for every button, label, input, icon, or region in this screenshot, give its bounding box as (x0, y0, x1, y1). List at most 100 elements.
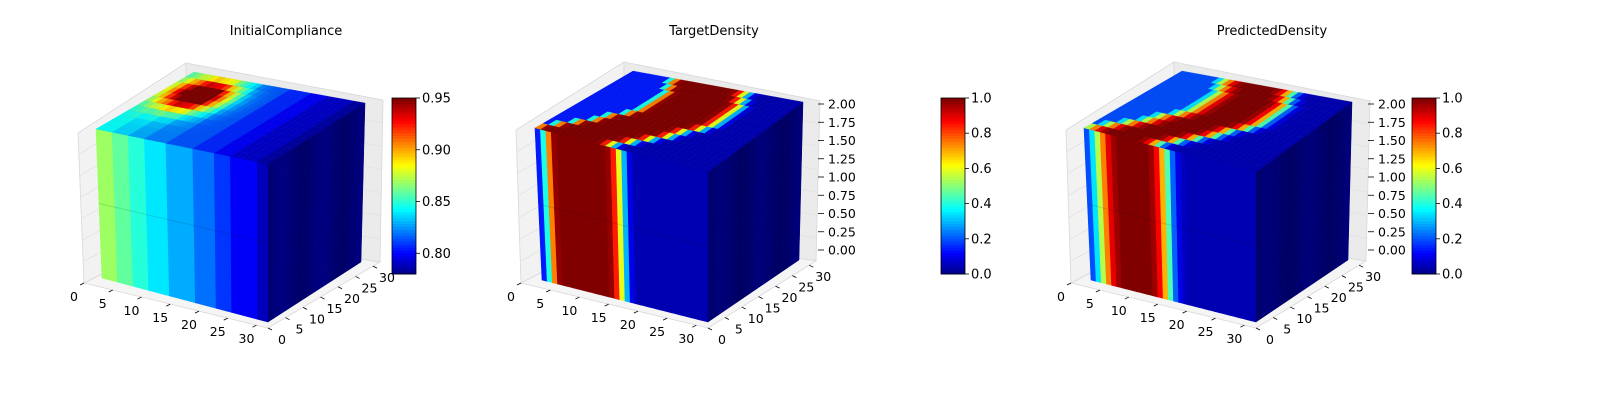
colorbar-segment (392, 103, 416, 108)
y-tick-label: 25 (362, 280, 378, 295)
z-tick-label: 2.00 (1378, 97, 1406, 112)
colorbar-segment (392, 174, 416, 178)
colorbar-segment (392, 133, 416, 137)
y-tick (724, 317, 730, 320)
colorbar-tick-label: 0.85 (422, 195, 451, 210)
colorbar-segment (392, 139, 416, 143)
colorbar-tick-label: 0.4 (971, 197, 992, 212)
colorbar-segment (392, 106, 416, 111)
colorbar-segment (941, 142, 965, 146)
colorbar-segment (1412, 183, 1436, 187)
y-tick-label: 0 (1266, 332, 1274, 347)
x-tick (604, 303, 609, 307)
z-tick-label: 0.25 (1378, 224, 1406, 239)
colorbar-segment (1412, 259, 1436, 263)
x-tick-label: 30 (678, 331, 694, 346)
colorbar: 0.0 0.2 0.4 0.6 0.8 1.0 (940, 92, 992, 283)
x-tick-label: 5 (536, 296, 544, 311)
colorbar-segment (392, 209, 416, 213)
x-tick (194, 310, 200, 314)
colorbar-segment (941, 253, 965, 257)
colorbar-segment (941, 136, 965, 140)
colorbar-segment (1412, 112, 1436, 117)
colorbar-segment (392, 121, 416, 125)
x-tick (1240, 324, 1245, 328)
x-axis: 0 5 10 15 20 25 30 (1057, 282, 1245, 346)
colorbar-segment (941, 153, 965, 158)
colorbar-segment (941, 168, 965, 172)
y-tick-label: 30 (1365, 269, 1381, 284)
x-tick (1153, 303, 1158, 307)
colorbar-segment (941, 171, 965, 175)
y-tick-label: 0 (718, 332, 726, 347)
subplot-title: PredictedDensity (1217, 24, 1328, 39)
colorbar-segment (941, 174, 965, 178)
x-tick-label: 0 (70, 289, 78, 304)
voxel-column (267, 159, 275, 323)
y-tick (775, 285, 780, 289)
colorbar-segment (1412, 142, 1436, 146)
colorbar-segment (392, 177, 416, 181)
y-tick-label: 20 (1331, 290, 1347, 305)
colorbar-segment (1412, 177, 1436, 181)
subplot-title: TargetDensity (668, 24, 759, 39)
colorbar-segment (1412, 100, 1436, 105)
y-tick (1273, 317, 1278, 320)
colorbar-segment (1412, 144, 1436, 149)
colorbar-segment (941, 197, 965, 202)
colorbar-segment (1412, 133, 1436, 137)
colorbar-segment (1412, 235, 1436, 240)
colorbar-segment (941, 115, 965, 120)
colorbar-segment (392, 215, 416, 219)
colorbar-segment (392, 200, 416, 205)
y-tick-label: 10 (309, 311, 325, 326)
colorbar-segment (941, 247, 965, 252)
colorbar-segment (941, 106, 965, 111)
colorbar-segment (1412, 218, 1436, 222)
colorbar-segment (1412, 130, 1436, 134)
colorbar-segment (392, 203, 416, 208)
colorbar-segment (941, 139, 965, 143)
colorbar-segment (1412, 256, 1436, 260)
colorbar-segment (941, 144, 965, 149)
colorbar-segment (941, 180, 965, 184)
cube-right-face (707, 101, 804, 323)
voxel-column (719, 158, 727, 315)
colorbar-segment (1412, 118, 1436, 122)
colorbar-segment (941, 238, 965, 243)
colorbar-segment (392, 247, 416, 252)
colorbar-segment (941, 162, 965, 166)
y-tick-label: 5 (1283, 322, 1291, 337)
y-tick-label: 20 (344, 291, 360, 306)
voxel-column (1267, 158, 1275, 315)
colorbar-segment (941, 118, 965, 122)
voxel-column (713, 162, 721, 319)
y-tick (1255, 327, 1261, 331)
colorbar-segment (392, 232, 416, 237)
colorbar-segment (392, 118, 416, 122)
colorbar-segment (392, 98, 416, 102)
cube-top-face (1083, 70, 1353, 173)
colorbar-segment (392, 136, 416, 140)
z-tick-label: 0.75 (1378, 188, 1406, 203)
colorbar-segment (1412, 212, 1436, 216)
colorbar-segment (392, 268, 416, 272)
x-tick (1066, 282, 1072, 286)
x-tick-label: 20 (1169, 317, 1185, 332)
colorbar-segment (392, 253, 416, 257)
y-tick (1307, 296, 1312, 299)
z-tick-label: 1.00 (828, 170, 856, 185)
z-tick-label: 2.00 (828, 97, 856, 112)
colorbar-tick-label: 0.6 (971, 162, 992, 177)
colorbar-tick-label: 0.0 (1442, 268, 1463, 283)
colorbar-segment (1412, 200, 1436, 205)
colorbar-segment (392, 224, 416, 228)
y-tick (372, 265, 378, 269)
colorbar-segment (941, 256, 965, 260)
y-tick-label: 10 (748, 311, 764, 326)
colorbar-tick-label: 0.0 (971, 268, 992, 283)
colorbar-tick-label: 0.4 (1442, 197, 1463, 212)
